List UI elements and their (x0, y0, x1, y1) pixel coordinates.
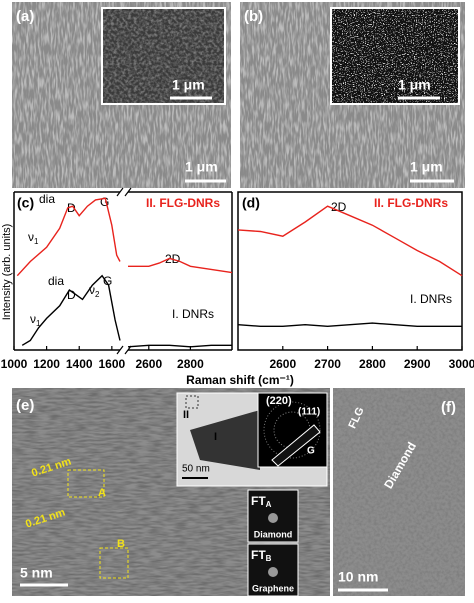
subscript: 1 (34, 237, 39, 246)
region-label: I (214, 431, 217, 443)
ring-label: (220) (266, 395, 292, 407)
plot-frame (237, 191, 463, 351)
ft-caption: Graphene (252, 583, 294, 593)
ft-label: FTA (251, 494, 272, 509)
annotation: dia (39, 192, 55, 206)
panel-label: (c) (17, 195, 34, 211)
symbol: ν (30, 312, 36, 326)
scale-label: 1 μm (398, 77, 431, 93)
ft-main: FT (251, 548, 266, 562)
region-box (67, 469, 105, 498)
x-tick-label: 1200 (33, 357, 60, 371)
annotation: ν1 (28, 230, 39, 246)
scale-label: 50 nm (182, 464, 210, 475)
scale-label: 1 μm (185, 159, 218, 175)
series-line (21, 274, 121, 346)
scale-label: 1 μm (410, 159, 443, 175)
series-label: I. DNRs (172, 307, 214, 321)
panel-d-text: (d) 2D II. FLG-DNRs I. DNRs (242, 195, 452, 306)
beam-stop (271, 424, 321, 467)
annotation: 2D (331, 200, 347, 214)
x-tick-label: 1000 (1, 357, 28, 371)
tem-texture (333, 388, 465, 596)
region-box (185, 395, 199, 409)
panel-label: (d) (242, 195, 260, 211)
ft-main: FT (251, 494, 266, 508)
series-line (237, 205, 463, 277)
panel-b: (b) 1 μm 1 μm (240, 2, 465, 188)
axis-break (116, 345, 124, 355)
region-label: II (183, 409, 189, 421)
x-tick-label: 2600 (269, 357, 296, 371)
x-tick-label: 1400 (66, 357, 93, 371)
scale-label: 1 μm (172, 77, 205, 93)
series-label: I. DNRs (410, 292, 452, 306)
annotation: ν1 (30, 312, 41, 328)
symbol: ν (89, 283, 95, 297)
ft-sub: B (266, 554, 272, 563)
subscript: 1 (36, 319, 41, 328)
axis-break (116, 187, 124, 197)
region-box (221, 424, 239, 439)
x-tick-label: 2800 (359, 357, 386, 371)
ft-caption: Diamond (254, 529, 293, 539)
region-label: B (117, 538, 125, 550)
region-label: A (98, 487, 106, 499)
scale-label: 10 nm (338, 569, 378, 585)
inset-texture (332, 9, 458, 103)
x-tick-label: 1600 (98, 357, 125, 371)
axis-break (124, 187, 132, 197)
x-tick-label: 2800 (177, 357, 204, 371)
panel-c-text: (c) dia D G ν1 2D dia D ν2 G ν1 II. FLG-… (1, 192, 294, 387)
series-line (127, 344, 232, 348)
series-line (16, 197, 121, 277)
nanorod (190, 410, 260, 470)
x-tick-label: 2900 (404, 357, 431, 371)
ft-center (268, 567, 278, 577)
ring-label: G (307, 446, 315, 457)
symbol: ν (28, 230, 34, 244)
annotation: ν2 (89, 283, 100, 299)
series-label: II. FLG-DNRs (374, 196, 448, 210)
ft-label: FTB (251, 548, 272, 563)
x-tick-label: 2600 (135, 357, 162, 371)
region-box (99, 547, 129, 579)
panel-f: (f) FLG Diamond 10 nm (333, 388, 465, 596)
panel-label: (f) (441, 399, 456, 416)
ft-center (268, 513, 278, 523)
x-axis-label: Raman shift (cm⁻¹) (186, 373, 294, 387)
panel-label: (a) (16, 8, 34, 25)
panel-e: II I 50 nm (220) (111) G FTA Diamond FTB… (12, 388, 330, 597)
ring (263, 401, 321, 459)
annotation: G (103, 274, 112, 288)
ring-label: (111) (298, 407, 320, 418)
subscript: 2 (95, 290, 100, 299)
panel-a: (a) 1 μm 1 μm (12, 2, 231, 188)
x-tick-label: 3000 (449, 357, 474, 371)
annotation: G (100, 195, 109, 209)
x-tick-label: 2700 (314, 357, 341, 371)
panel-label: (e) (16, 397, 34, 414)
annotation: dia (48, 274, 64, 288)
series-line (128, 257, 233, 274)
ft-sub: A (266, 500, 272, 509)
series-label: II. FLG-DNRs (146, 196, 220, 210)
series-line (237, 322, 462, 328)
scale-label: 5 nm (20, 565, 53, 581)
annotation: D (67, 288, 76, 302)
panel-label: (b) (244, 8, 263, 25)
y-axis-label: Intensity (arb. units) (1, 224, 13, 321)
annotation: D (67, 201, 76, 215)
inset-texture (103, 9, 224, 103)
